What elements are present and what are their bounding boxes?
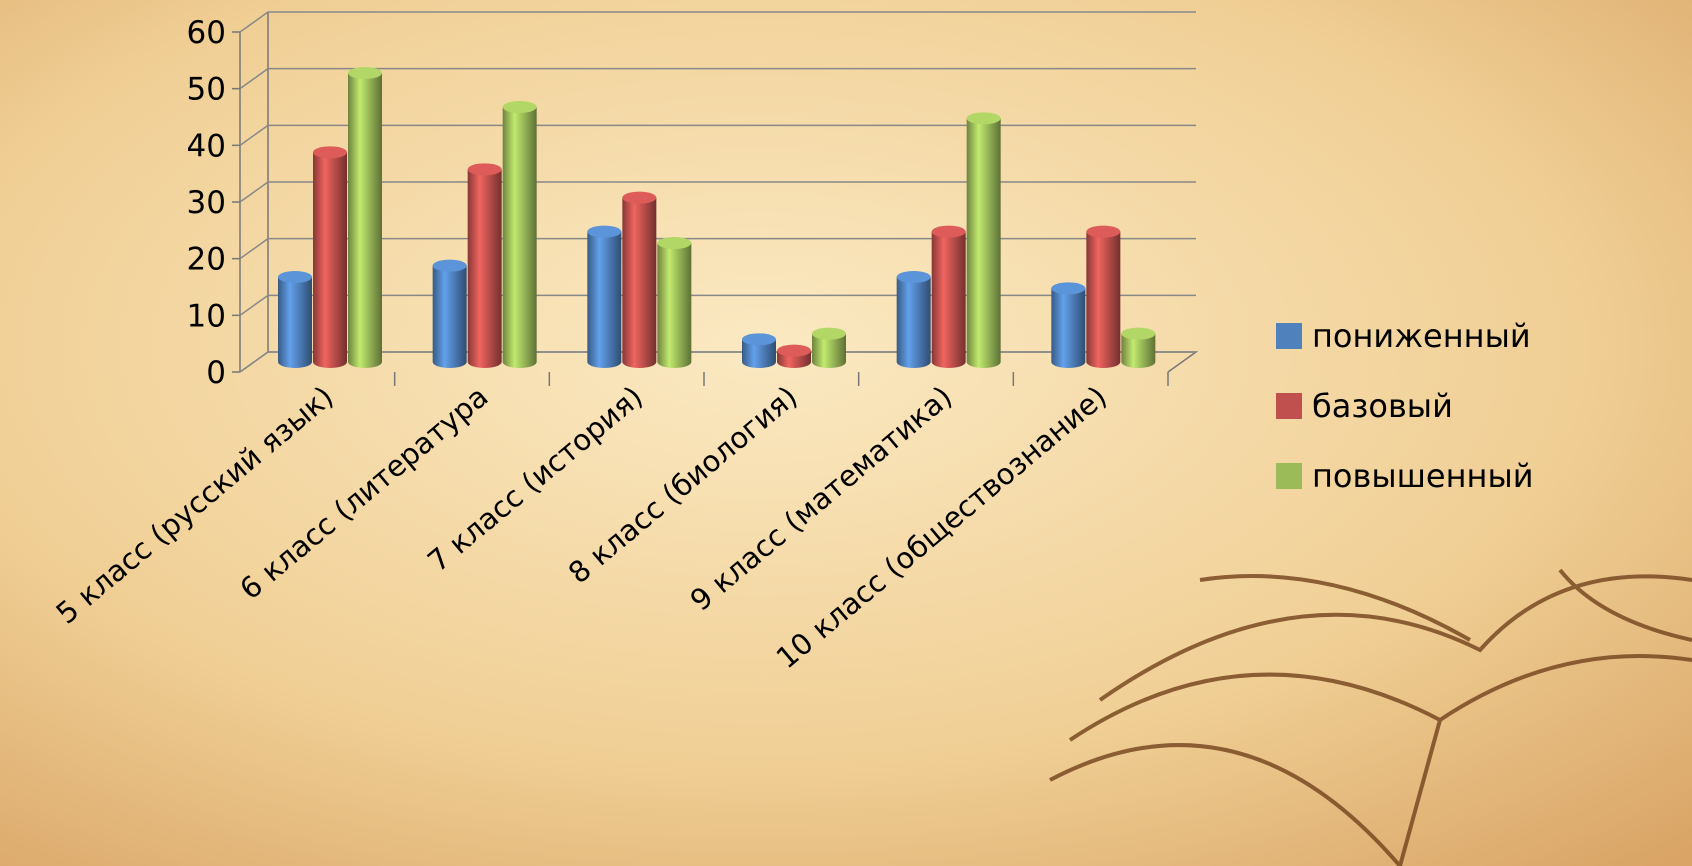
y-tick-label: 10	[187, 298, 226, 334]
grid-line	[239, 294, 269, 316]
bar-top	[1121, 327, 1156, 340]
y-tick-label: 0	[206, 355, 226, 391]
grid-line	[239, 238, 269, 260]
bar	[812, 327, 846, 368]
bar-top	[742, 333, 776, 346]
bar	[777, 344, 811, 368]
legend-swatch	[1276, 323, 1302, 349]
bar-body	[432, 265, 467, 368]
bar-body	[931, 231, 966, 368]
bar-top	[467, 163, 502, 176]
grid-line	[239, 11, 269, 33]
y-tick-label: 30	[187, 185, 226, 221]
bar-body	[742, 339, 776, 368]
bar	[966, 112, 1001, 368]
bar	[931, 225, 966, 368]
bar-body	[313, 152, 347, 368]
bar	[432, 259, 467, 368]
bar-top	[587, 225, 622, 238]
grid-line	[239, 351, 269, 373]
y-tick-label: 20	[187, 242, 226, 278]
bar	[622, 191, 657, 368]
bar-body	[1121, 333, 1156, 368]
bar-body	[1051, 288, 1086, 368]
bar-top	[348, 67, 382, 79]
bar-top	[931, 225, 966, 238]
bar	[742, 333, 776, 368]
bar	[467, 163, 502, 368]
legend-label: базовый	[1312, 387, 1453, 425]
bar-body	[587, 231, 622, 368]
legend-swatch	[1276, 463, 1302, 489]
bar-top	[1086, 225, 1121, 238]
bar	[1086, 225, 1121, 368]
bar	[1051, 282, 1086, 368]
bar-body	[348, 73, 382, 368]
bar	[502, 101, 537, 368]
bar-top	[896, 271, 931, 283]
bar-top	[966, 112, 1001, 125]
bar-top	[278, 271, 312, 283]
bar-top	[657, 237, 692, 249]
bar-body	[657, 243, 692, 368]
bar	[896, 271, 931, 368]
y-tick-label: 50	[187, 72, 226, 108]
bar-body	[812, 333, 846, 368]
bar	[348, 67, 382, 368]
bar	[278, 271, 312, 368]
legend-swatch	[1276, 393, 1302, 419]
bar-top	[622, 191, 657, 204]
bar-top	[432, 259, 467, 272]
grid-line	[239, 68, 269, 90]
bar-body	[896, 277, 931, 368]
bar-body	[622, 197, 657, 368]
book-illustration	[1049, 568, 1692, 866]
bar-top	[777, 344, 811, 357]
bar	[1121, 327, 1156, 368]
grid-line	[239, 181, 269, 203]
bar-top	[812, 327, 846, 340]
bar-body	[502, 107, 537, 368]
bar-top	[502, 101, 537, 113]
bar-top	[1051, 282, 1086, 295]
bar-body	[1086, 231, 1121, 368]
legend-label: повышенный	[1312, 457, 1534, 495]
bar-body	[467, 169, 502, 368]
grid-line	[239, 124, 269, 146]
bar	[587, 225, 622, 368]
bar	[313, 146, 347, 368]
legend-label: пониженный	[1312, 317, 1531, 355]
bar-body	[278, 277, 312, 368]
bar-top	[313, 146, 347, 159]
bar-body	[966, 118, 1001, 368]
y-tick-label: 40	[187, 128, 226, 164]
bar	[657, 237, 692, 368]
y-tick-label: 60	[187, 15, 226, 51]
